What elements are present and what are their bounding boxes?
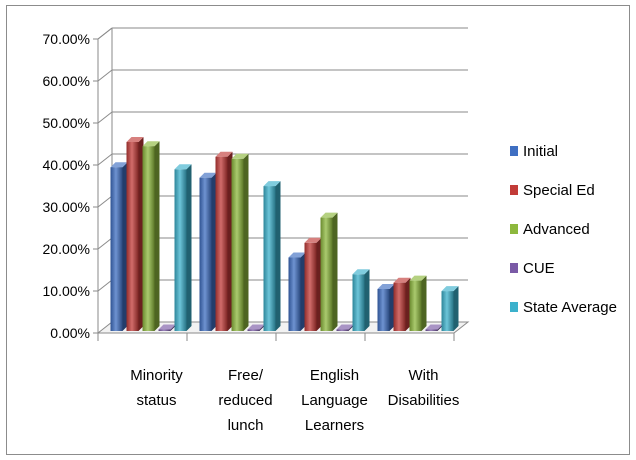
bar-top [215, 151, 233, 157]
legend-label: Advanced [523, 221, 590, 238]
y-tick-label: 0.00% [50, 325, 90, 341]
legend-swatch [510, 302, 518, 312]
bar-side [405, 277, 411, 331]
bar [352, 274, 365, 331]
x-category-label: Minority [130, 367, 183, 384]
bar [288, 257, 301, 331]
bar-side [138, 137, 144, 331]
bar [110, 167, 123, 331]
bar [174, 169, 187, 331]
bar-side [170, 324, 176, 331]
y-tick-label: 30.00% [43, 199, 90, 215]
bar [263, 186, 276, 331]
gridline-side [97, 237, 113, 250]
bar [215, 156, 228, 331]
bar-side [348, 324, 354, 331]
y-tick-label: 50.00% [43, 115, 90, 131]
bar-side [332, 212, 338, 331]
bar-top [110, 162, 128, 168]
legend-label: Initial [523, 143, 558, 160]
bar-side [300, 252, 306, 331]
legend-label: State Average [523, 299, 617, 316]
gridline-side [97, 111, 113, 124]
y-tick-label: 10.00% [43, 283, 90, 299]
bar-top [231, 153, 249, 159]
bar-top [263, 181, 281, 187]
gridline-side [97, 195, 113, 208]
bar-side [275, 181, 281, 331]
y-tick-label: 20.00% [43, 241, 90, 257]
gridline-side [97, 279, 113, 292]
gridline-side [97, 27, 113, 40]
bar-side [186, 164, 192, 331]
legend-swatch [510, 263, 518, 273]
y-tick-label: 40.00% [43, 157, 90, 173]
bar-top [199, 172, 217, 178]
bar [320, 217, 333, 331]
bar-side [259, 324, 265, 331]
bar [126, 142, 139, 331]
bar-top [247, 324, 265, 330]
x-category-label: status [136, 392, 176, 409]
bar [409, 280, 422, 331]
bar-side [421, 275, 427, 331]
bar-side [437, 324, 443, 331]
bar-side [227, 151, 233, 331]
x-category-label: English [310, 367, 359, 384]
bar-side [154, 141, 160, 331]
bar-top [409, 275, 427, 281]
bar [142, 146, 155, 331]
gridline-side [97, 69, 113, 82]
bar-top [441, 286, 459, 292]
y-tick-label: 60.00% [43, 73, 90, 89]
bar-top [393, 277, 411, 283]
x-category-label: Language [301, 392, 368, 409]
bar-top [142, 141, 160, 147]
bar [441, 291, 454, 331]
legend-swatch [510, 224, 518, 234]
bar-top [425, 324, 443, 330]
bar-side [211, 172, 217, 331]
bar [336, 329, 349, 331]
x-category-label: lunch [228, 417, 264, 434]
bar-side [453, 286, 459, 331]
bar-top [174, 164, 192, 170]
bar-top [352, 269, 370, 275]
x-category-label: Disabilities [388, 392, 460, 409]
legend-swatch [510, 185, 518, 195]
bar-top [288, 252, 306, 258]
bar [393, 282, 406, 331]
bar [425, 329, 438, 331]
chart-frame [6, 5, 630, 455]
gridline-side [97, 153, 113, 166]
x-category-label: Free/ [228, 367, 264, 384]
bar [377, 289, 390, 331]
x-category-label: reduced [218, 392, 272, 409]
bar-side [316, 237, 322, 331]
x-category-label: With [409, 367, 439, 384]
bar-top [320, 212, 338, 218]
bar-side [243, 153, 249, 331]
bar [231, 158, 244, 331]
bar [304, 242, 317, 331]
bar-top [304, 237, 322, 243]
x-category-label: Learners [305, 417, 364, 434]
y-tick-label: 70.00% [43, 31, 90, 47]
bar [199, 177, 212, 331]
legend-label: CUE [523, 260, 555, 277]
bar-side [122, 162, 128, 331]
bar-top [377, 284, 395, 289]
bar [158, 329, 171, 331]
bar-side [389, 284, 395, 331]
bar [247, 329, 260, 331]
bar-top [336, 324, 354, 330]
bar-side [364, 269, 370, 331]
legend-label: Special Ed [523, 182, 595, 199]
bar-top [158, 324, 176, 330]
legend-swatch [510, 146, 518, 156]
bar-top [126, 137, 144, 142]
